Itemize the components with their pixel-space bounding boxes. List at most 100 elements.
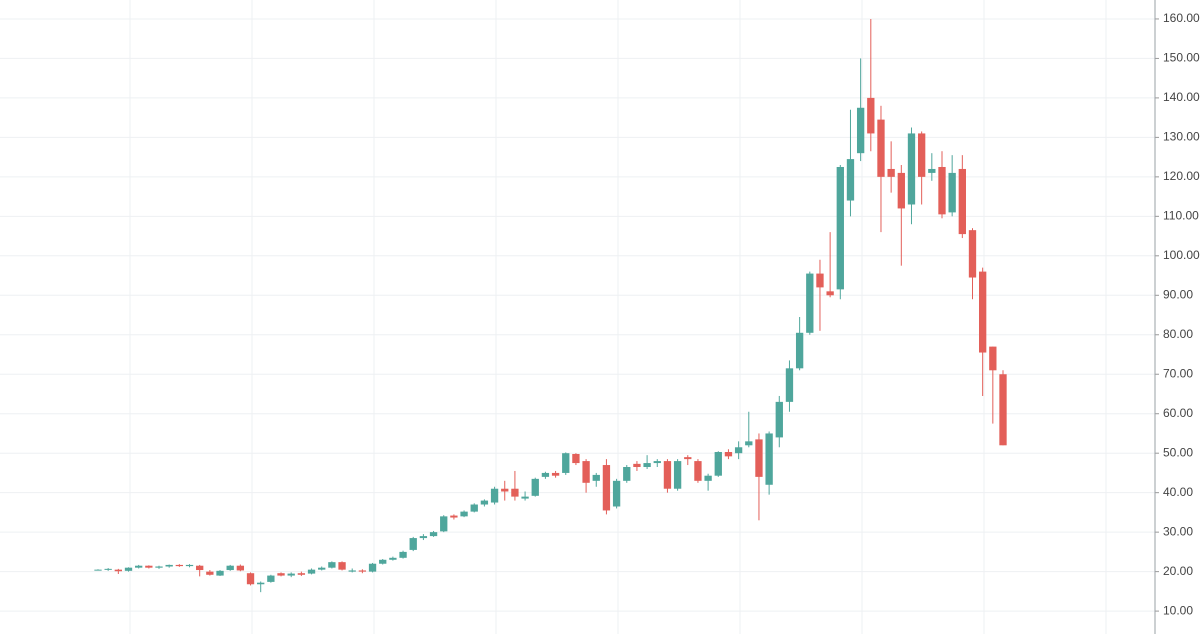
- candle-body: [124, 567, 133, 571]
- candle-body: [196, 565, 204, 571]
- candle-body: [979, 271, 987, 353]
- candle-body: [846, 159, 855, 201]
- candle-body: [287, 573, 295, 576]
- candle-body: [572, 453, 580, 464]
- candle-body: [511, 488, 519, 497]
- candle-body: [246, 573, 255, 585]
- candle-body: [389, 557, 397, 560]
- candle-body: [633, 463, 641, 468]
- y-tick-label: 30.00: [1163, 524, 1193, 538]
- candle-body: [409, 538, 417, 550]
- candle-body: [704, 475, 712, 481]
- candle-body: [938, 166, 946, 215]
- candle-body: [877, 119, 885, 177]
- candle-body: [358, 570, 367, 572]
- candle-body: [175, 564, 184, 567]
- y-tick-label: 60.00: [1163, 406, 1193, 420]
- candle-body: [714, 452, 722, 476]
- y-tick-label: 40.00: [1163, 485, 1193, 499]
- candle-body: [297, 573, 306, 575]
- candle-body: [734, 447, 743, 454]
- candle-body: [551, 472, 560, 476]
- candle-body: [582, 461, 590, 483]
- candle-body: [267, 575, 275, 582]
- candle-body: [236, 565, 245, 571]
- candle-body: [887, 168, 895, 177]
- candle-body: [775, 401, 783, 438]
- candle-body: [816, 273, 824, 288]
- candle-body: [318, 567, 326, 570]
- candle-body: [531, 478, 539, 496]
- candle-body: [450, 515, 458, 518]
- candle-body: [836, 166, 844, 290]
- candle-body: [755, 439, 763, 477]
- y-tick-label: 130.00: [1163, 130, 1200, 144]
- candle-body: [795, 332, 804, 369]
- candle-body: [348, 570, 356, 572]
- candle-body: [663, 461, 672, 489]
- candle-body: [257, 582, 265, 585]
- candle-body: [460, 511, 468, 517]
- candle-body: [653, 461, 661, 464]
- candle-body: [440, 516, 448, 532]
- y-tick-label: 140.00: [1163, 90, 1200, 104]
- candle-body: [989, 346, 997, 371]
- candle-body: [145, 565, 153, 568]
- candle-body: [724, 452, 733, 457]
- candle-body: [999, 374, 1007, 446]
- candle-body: [684, 457, 692, 460]
- y-tick-label: 110.00: [1163, 209, 1199, 223]
- candle-body: [867, 97, 875, 134]
- candle-body: [643, 463, 651, 468]
- y-tick-label: 70.00: [1163, 366, 1193, 380]
- candle-body: [185, 564, 194, 567]
- candle-body: [602, 465, 611, 511]
- candle-body: [429, 532, 438, 537]
- candle-body: [562, 453, 570, 473]
- candle-body: [968, 230, 977, 278]
- candle-body: [216, 570, 224, 576]
- candle-body: [694, 461, 702, 481]
- candle-body: [307, 569, 316, 574]
- candle-body: [521, 496, 529, 499]
- candle-body: [917, 133, 926, 177]
- candle-body: [765, 433, 773, 485]
- candle-body: [135, 565, 143, 568]
- candle-body: [948, 172, 956, 213]
- y-tick-label: 10.00: [1163, 603, 1193, 617]
- candle-body: [338, 562, 346, 570]
- candle-body: [806, 273, 814, 333]
- y-tick-label: 150.00: [1163, 51, 1200, 65]
- candle-body: [623, 467, 631, 481]
- candle-body: [958, 168, 966, 235]
- candle-body: [541, 472, 550, 477]
- candle-body: [226, 565, 234, 571]
- candle-body: [104, 568, 112, 570]
- candle-body: [856, 107, 865, 154]
- candle-body: [501, 488, 509, 492]
- candle-body: [470, 504, 478, 512]
- candle-body: [368, 563, 377, 572]
- candle-body: [419, 536, 428, 539]
- candle-body: [165, 564, 173, 567]
- candle-body: [928, 168, 936, 173]
- y-tick-label: 160.00: [1163, 11, 1200, 25]
- candle-body: [826, 291, 834, 296]
- candle-body: [612, 480, 621, 507]
- candle-body: [379, 559, 387, 564]
- y-tick-label: 100.00: [1163, 248, 1200, 262]
- candle-body: [907, 133, 916, 205]
- candle-body: [328, 562, 336, 568]
- candle-body: [745, 441, 753, 446]
- candle-body: [206, 571, 214, 575]
- candle-body: [673, 461, 682, 489]
- candle-body: [155, 566, 163, 568]
- y-tick-label: 80.00: [1163, 327, 1193, 341]
- candle-body: [897, 172, 905, 209]
- y-tick-label: 50.00: [1163, 445, 1193, 459]
- candle-body: [785, 368, 794, 402]
- candle-body: [490, 488, 499, 503]
- candle-body: [114, 569, 122, 572]
